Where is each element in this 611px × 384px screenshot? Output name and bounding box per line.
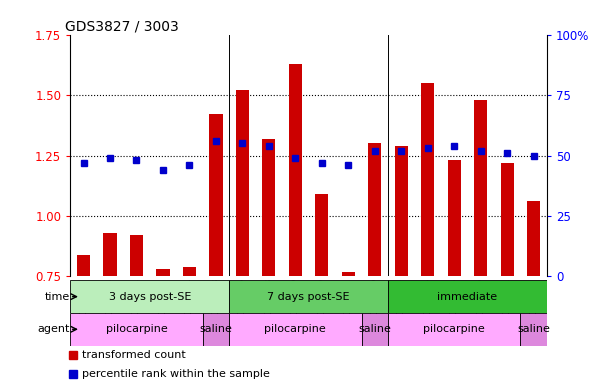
- Bar: [500, 163, 514, 276]
- Bar: [183, 267, 196, 276]
- Bar: [362, 313, 388, 346]
- Bar: [388, 313, 521, 346]
- Bar: [156, 269, 170, 276]
- Bar: [447, 161, 461, 276]
- Bar: [521, 313, 547, 346]
- Bar: [70, 280, 229, 313]
- Text: saline: saline: [199, 324, 232, 334]
- Text: percentile rank within the sample: percentile rank within the sample: [82, 369, 270, 379]
- Text: 7 days post-SE: 7 days post-SE: [267, 291, 350, 302]
- Bar: [342, 271, 355, 276]
- Bar: [209, 114, 222, 276]
- Bar: [289, 64, 302, 276]
- Bar: [77, 255, 90, 276]
- Bar: [368, 143, 381, 276]
- Bar: [130, 235, 143, 276]
- Text: pilocarpine: pilocarpine: [106, 324, 167, 334]
- Bar: [395, 146, 408, 276]
- Bar: [236, 90, 249, 276]
- Text: 3 days post-SE: 3 days post-SE: [109, 291, 191, 302]
- Text: saline: saline: [358, 324, 391, 334]
- Text: immediate: immediate: [437, 291, 497, 302]
- Bar: [262, 139, 276, 276]
- Bar: [229, 313, 362, 346]
- Text: GDS3827 / 3003: GDS3827 / 3003: [65, 20, 179, 33]
- Text: pilocarpine: pilocarpine: [423, 324, 485, 334]
- Bar: [70, 313, 203, 346]
- Bar: [388, 280, 547, 313]
- Bar: [229, 280, 388, 313]
- Bar: [474, 100, 488, 276]
- Text: saline: saline: [517, 324, 550, 334]
- Bar: [421, 83, 434, 276]
- Text: agent: agent: [37, 324, 70, 334]
- Bar: [527, 202, 540, 276]
- Bar: [203, 313, 229, 346]
- Text: transformed count: transformed count: [82, 350, 186, 360]
- Text: pilocarpine: pilocarpine: [265, 324, 326, 334]
- Bar: [315, 194, 329, 276]
- Bar: [103, 233, 117, 276]
- Text: time: time: [45, 291, 70, 302]
